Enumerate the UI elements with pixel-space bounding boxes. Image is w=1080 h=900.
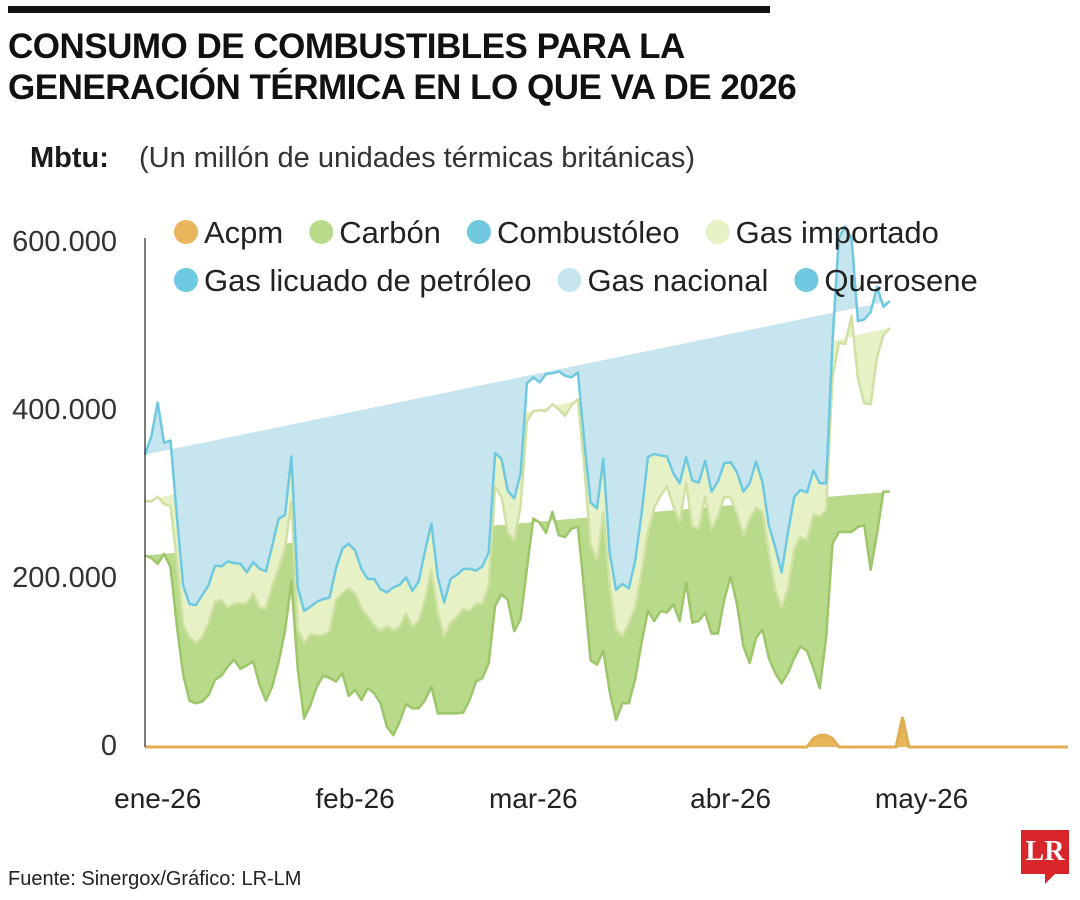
- legend-label: Gas licuado de petróleo: [204, 263, 531, 298]
- y-tick-label: 600.000: [12, 226, 117, 258]
- area-layers: [143, 224, 1068, 749]
- legend: Acpm Carbón Combustóleo Gas importado Gas li…: [174, 215, 978, 298]
- area-gas-nacional: [145, 226, 890, 611]
- y-tick-label: 0: [101, 730, 117, 762]
- legend-swatch: [309, 220, 334, 244]
- y-tick-label: 200.000: [12, 562, 117, 594]
- line-carbon: [144, 490, 890, 737]
- legend-label: Gas importado: [736, 215, 939, 250]
- area-acpm: [145, 717, 1068, 747]
- line-acpm-baseline: [145, 717, 1068, 749]
- chart-title: CONSUMO DE COMBUSTIBLES PARA LA GENERACI…: [8, 26, 908, 108]
- line-acpm: [145, 716, 1068, 749]
- top-rule: [8, 6, 770, 13]
- legend-label: Acpm: [204, 215, 283, 250]
- legend-swatch: [794, 268, 819, 292]
- title-line-1: CONSUMO DE COMBUSTIBLES PARA LA: [8, 27, 685, 66]
- lr-logo-tail: [1045, 874, 1055, 884]
- legend-label: Gas nacional: [587, 263, 768, 298]
- line-gas-importado: [144, 314, 891, 645]
- axes: 0 200.000 400.000 600.000 ene-26 feb-26 mar-26…: [12, 226, 968, 814]
- x-tick-label: abr-26: [690, 783, 771, 814]
- legend-swatch: [174, 268, 198, 292]
- unit-description: (Un millón de unidades térmicas británic…: [138, 142, 696, 174]
- line-gas-nacional: [143, 224, 891, 613]
- unit-row: Mbtu: (Un millón de unidades térmicas br…: [30, 142, 695, 175]
- legend-label: Querosene: [824, 263, 977, 298]
- x-tick-label: ene-26: [114, 783, 201, 814]
- legend-swatch: [174, 220, 198, 244]
- x-tick-label: mar-26: [489, 783, 578, 814]
- legend-swatch: [705, 220, 730, 244]
- y-tick-label: 400.000: [12, 394, 117, 426]
- legend-swatch: [466, 220, 491, 244]
- legend-swatch: [557, 268, 582, 292]
- legend-label: Carbón: [339, 215, 441, 250]
- title-line-2: GENERACIÓN TÉRMICA EN LO QUE VA DE 2026: [8, 68, 797, 107]
- x-tick-label: may-26: [875, 783, 968, 814]
- lr-logo: LR: [1021, 830, 1069, 874]
- legend-label: Combustóleo: [497, 215, 680, 250]
- x-tick-label: feb-26: [315, 783, 394, 814]
- unit-label: Mbtu:: [30, 142, 109, 174]
- source-note: Fuente: Sinergox/Gráfico: LR-LM: [8, 868, 302, 890]
